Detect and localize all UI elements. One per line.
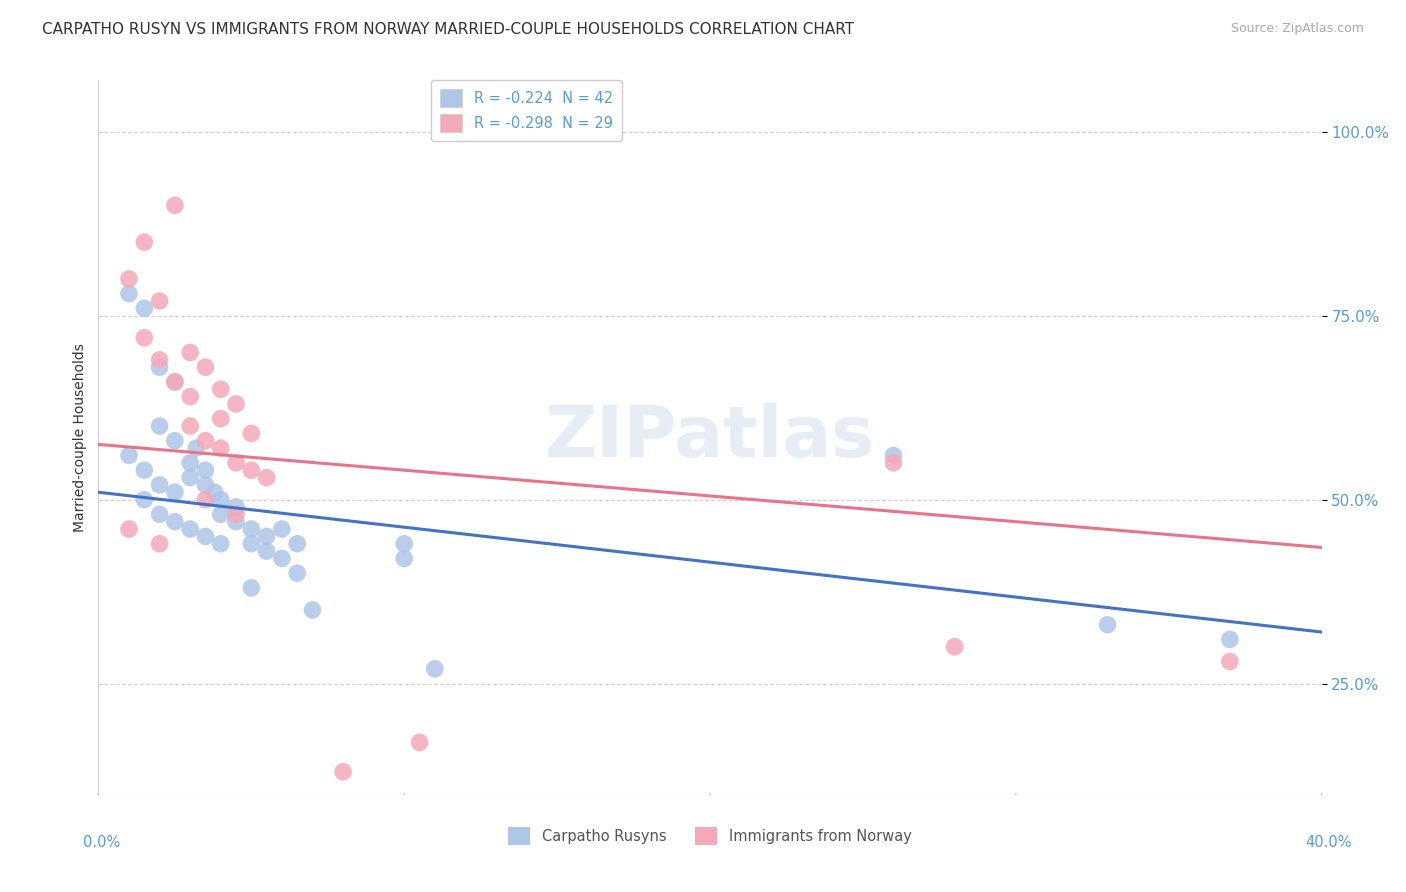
Point (285, 566, 308, 581)
Point (423, 662, 446, 676)
Point (392, 537, 416, 551)
Point (392, 551, 416, 566)
Text: 40.0%: 40.0% (1305, 836, 1353, 850)
Point (225, 500, 247, 514)
Point (149, 293, 172, 308)
Text: Source: ZipAtlas.com: Source: ZipAtlas.com (1230, 22, 1364, 36)
Point (163, 375, 186, 389)
Point (225, 456, 247, 470)
Point (134, 235, 156, 249)
Point (270, 551, 294, 566)
Point (149, 419, 172, 434)
Point (179, 390, 201, 404)
Text: CARPATHO RUSYN VS IMMIGRANTS FROM NORWAY MARRIED-COUPLE HOUSEHOLDS CORRELATION C: CARPATHO RUSYN VS IMMIGRANTS FROM NORWAY… (42, 22, 855, 37)
Text: ZIPatlas: ZIPatlas (546, 402, 875, 472)
Point (1097, 617, 1119, 632)
Point (1219, 632, 1241, 647)
Legend: Carpatho Rusyns, Immigrants from Norway: Carpatho Rusyns, Immigrants from Norway (502, 822, 918, 851)
Point (332, 764, 354, 779)
Point (179, 456, 201, 470)
Point (240, 522, 263, 536)
Point (118, 286, 141, 301)
Point (256, 470, 278, 484)
Point (149, 478, 172, 492)
Point (179, 419, 201, 434)
Point (209, 508, 232, 522)
Point (883, 456, 905, 470)
Point (179, 345, 201, 359)
Y-axis label: Married-couple Households: Married-couple Households (73, 343, 87, 532)
Point (118, 449, 141, 463)
Point (285, 537, 308, 551)
Point (194, 478, 217, 492)
Point (163, 375, 186, 389)
Point (179, 470, 201, 484)
Point (301, 603, 323, 617)
Point (163, 485, 186, 500)
Point (240, 581, 263, 595)
Point (134, 463, 156, 477)
Text: 0.0%: 0.0% (83, 836, 120, 850)
Point (163, 198, 186, 212)
Point (225, 508, 247, 522)
Point (408, 735, 430, 749)
Point (209, 382, 232, 396)
Point (943, 640, 966, 654)
Point (209, 441, 232, 455)
Point (209, 492, 232, 507)
Point (240, 426, 263, 441)
Point (209, 411, 232, 425)
Point (240, 463, 263, 477)
Point (194, 529, 217, 543)
Point (149, 360, 172, 375)
Point (118, 272, 141, 286)
Point (118, 522, 141, 536)
Point (225, 515, 247, 529)
Point (270, 522, 294, 536)
Point (194, 434, 217, 448)
Point (883, 449, 905, 463)
Point (1219, 655, 1241, 669)
Point (194, 360, 217, 375)
Point (149, 352, 172, 367)
Point (186, 441, 208, 455)
Point (256, 529, 278, 543)
Point (179, 522, 201, 536)
Point (134, 492, 156, 507)
Point (204, 485, 226, 500)
Point (194, 492, 217, 507)
Point (194, 463, 217, 477)
Point (240, 537, 263, 551)
Point (134, 301, 156, 316)
Point (149, 508, 172, 522)
Point (149, 537, 172, 551)
Point (209, 537, 232, 551)
Point (134, 331, 156, 345)
Point (225, 397, 247, 411)
Point (163, 515, 186, 529)
Point (256, 544, 278, 558)
Point (163, 434, 186, 448)
